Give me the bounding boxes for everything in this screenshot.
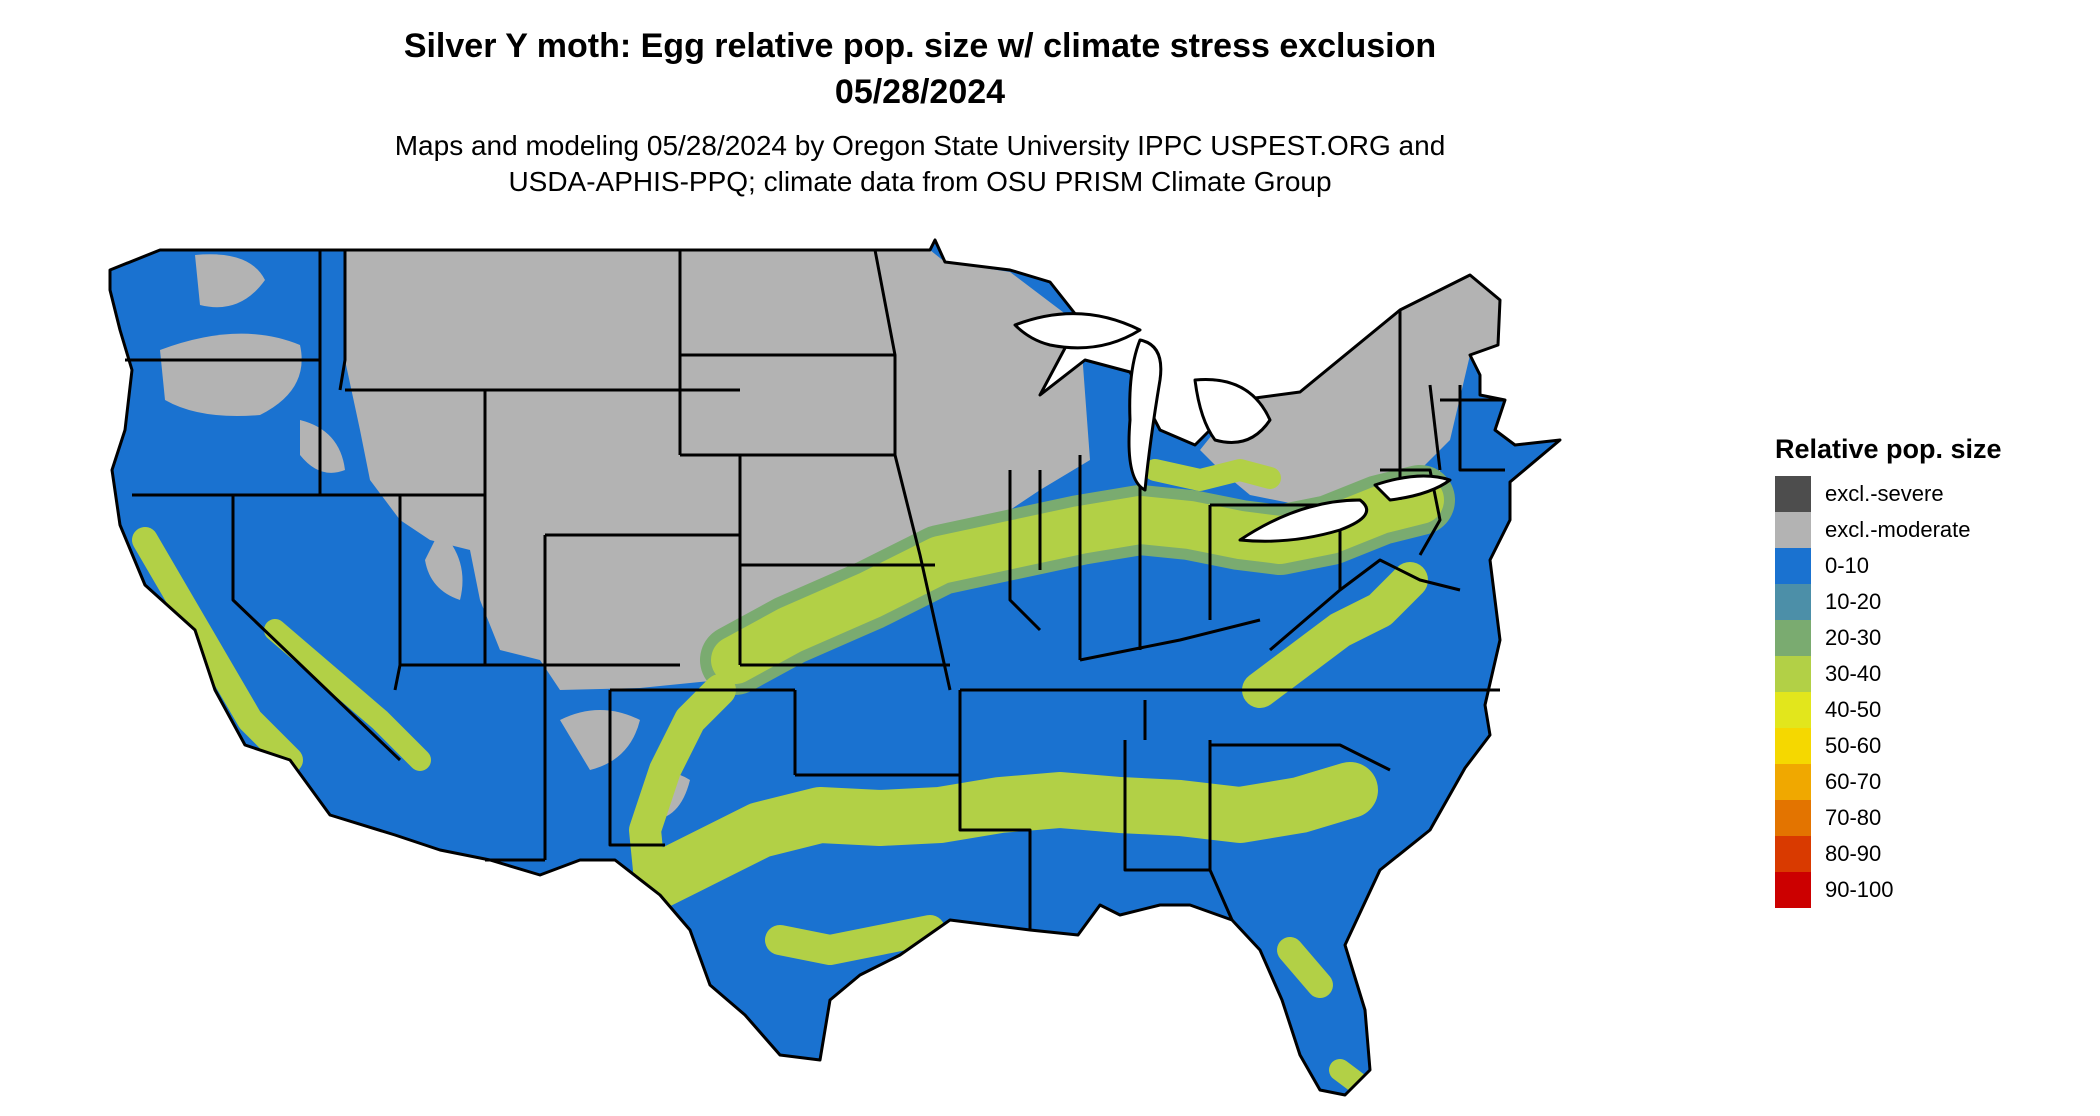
map-date: 05/28/2024	[834, 73, 1006, 111]
legend-item-70-80: 70-80	[1775, 800, 2075, 836]
credit-line-1: Maps and modeling 05/28/2024 by Oregon S…	[394, 130, 1446, 161]
legend-swatch	[1775, 584, 1811, 620]
legend-item-60-70: 60-70	[1775, 764, 2075, 800]
legend-item-excl-moderate: excl.-moderate	[1775, 512, 2075, 548]
legend-item-10-20: 10-20	[1775, 584, 2075, 620]
legend-swatch	[1775, 800, 1811, 836]
legend-label: 0-10	[1825, 553, 1870, 578]
legend-item-40-50: 40-50	[1775, 692, 2075, 728]
legend-swatch	[1775, 692, 1811, 728]
legend-item-20-30: 20-30	[1775, 620, 2075, 656]
legend-title: Relative pop. size	[1775, 434, 2002, 464]
map-title: Silver Y moth: Egg relative pop. size w/…	[403, 27, 1437, 65]
legend-label: 60-70	[1825, 769, 1882, 794]
legend-label: 40-50	[1825, 697, 1882, 722]
credit-line-2: USDA-APHIS-PPQ; climate data from OSU PR…	[508, 166, 1332, 197]
legend-swatch	[1775, 872, 1811, 908]
great-lakes	[1013, 312, 1452, 543]
legend-item-30-40: 30-40	[1775, 656, 2075, 692]
legend-label: 30-40	[1825, 661, 1882, 686]
legend-label: 20-30	[1825, 625, 1882, 650]
legend-label: 50-60	[1825, 733, 1882, 758]
legend-swatch	[1775, 764, 1811, 800]
legend-item-90-100: 90-100	[1775, 872, 2075, 908]
legend-label: 80-90	[1825, 841, 1882, 866]
us-map	[108, 238, 1562, 1097]
legend-swatch	[1775, 656, 1811, 692]
legend-swatch	[1775, 728, 1811, 764]
legend-label: 90-100	[1825, 877, 1894, 902]
legend-item-excl-severe: excl.-severe	[1775, 476, 2075, 512]
legend-label: 70-80	[1825, 805, 1882, 830]
legend-label: excl.-moderate	[1825, 517, 1971, 542]
legend-item-0-10: 0-10	[1775, 548, 2075, 584]
legend-item-80-90: 80-90	[1775, 836, 2075, 872]
legend-swatch	[1775, 548, 1811, 584]
legend-label: 10-20	[1825, 589, 1882, 614]
legend-swatch	[1775, 476, 1811, 512]
legend-items: excl.-severe excl.-moderate 0-10 10-20 2…	[1775, 476, 2075, 908]
legend-label: excl.-severe	[1825, 481, 1944, 506]
legend-item-50-60: 50-60	[1775, 728, 2075, 764]
legend-swatch	[1775, 836, 1811, 872]
map-fill	[110, 240, 1560, 1095]
legend: Relative pop. size excl.-severe excl.-mo…	[1775, 432, 2075, 908]
legend-swatch	[1775, 512, 1811, 548]
legend-swatch	[1775, 620, 1811, 656]
